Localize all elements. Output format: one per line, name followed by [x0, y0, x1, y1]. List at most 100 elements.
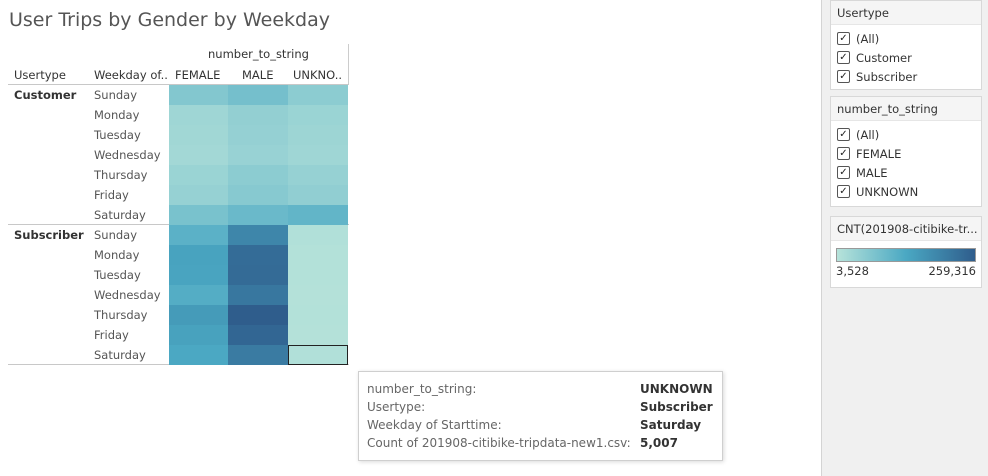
heatmap-cell[interactable]: [228, 205, 288, 225]
heatmap-cell[interactable]: [288, 245, 348, 265]
tooltip: number_to_string: UNKNOWN Usertype: Subscr…: [358, 371, 723, 461]
heatmap-cell[interactable]: [169, 305, 228, 325]
heatmap-cell[interactable]: [288, 305, 348, 325]
heatmap-cell[interactable]: [288, 105, 348, 125]
heatmap-cell[interactable]: [288, 285, 348, 305]
heatmap-cell[interactable]: [169, 325, 228, 345]
option-label: Customer: [856, 50, 912, 65]
header-divider: [348, 44, 349, 84]
heatmap-cell[interactable]: [288, 85, 348, 105]
heatmap-cell[interactable]: [288, 345, 348, 365]
checkbox-icon[interactable]: ✓: [837, 166, 850, 179]
heatmap-cell[interactable]: [228, 145, 288, 165]
option-label: Subscriber: [856, 69, 918, 84]
heatmap-cell[interactable]: [228, 285, 288, 305]
weekday-label: Thursday: [94, 168, 148, 182]
heatmap-cell[interactable]: [228, 245, 288, 265]
heatmap-cell[interactable]: [288, 165, 348, 185]
heatmap-cell[interactable]: [169, 265, 228, 285]
checkbox-icon[interactable]: ✓: [837, 32, 850, 45]
filter-option-customer[interactable]: ✓ Customer: [831, 48, 981, 67]
heatmap-cell[interactable]: [288, 145, 348, 165]
tooltip-key: Usertype:: [367, 400, 426, 414]
heatmap-cell[interactable]: [228, 305, 288, 325]
tooltip-row: number_to_string: UNKNOWN: [367, 382, 714, 400]
checkbox-icon[interactable]: ✓: [837, 128, 850, 141]
tooltip-value: Subscriber: [640, 400, 713, 414]
heatmap-cell[interactable]: [228, 105, 288, 125]
heatmap-cell[interactable]: [169, 105, 228, 125]
filter-option-unknown[interactable]: ✓ UNKNOWN: [831, 182, 981, 201]
filter-option-male[interactable]: ✓ MALE: [831, 163, 981, 182]
tooltip-row: Usertype: Subscriber: [367, 400, 714, 418]
filter-option-female[interactable]: ✓ FEMALE: [831, 144, 981, 163]
tooltip-key: Count of 201908-citibike-tripdata-new1.c…: [367, 436, 631, 450]
row-header-weekday[interactable]: Weekday of..: [94, 68, 168, 82]
heatmap-cell[interactable]: [169, 145, 228, 165]
heatmap-cell[interactable]: [169, 185, 228, 205]
checkbox-icon[interactable]: ✓: [837, 70, 850, 83]
heatmap-cell[interactable]: [169, 205, 228, 225]
heatmap-cell[interactable]: [228, 225, 288, 245]
option-label: FEMALE: [856, 146, 902, 161]
filter-card-usertype: Usertype ✓ (All) ✓ Customer ✓ Subscriber: [830, 0, 982, 90]
heatmap-cell[interactable]: [228, 345, 288, 365]
weekday-label: Monday: [94, 248, 140, 262]
group-label-customer: Customer: [14, 88, 77, 102]
tooltip-value: Saturday: [640, 418, 702, 432]
heatmap-cell[interactable]: [228, 165, 288, 185]
heatmap-cell[interactable]: [228, 185, 288, 205]
heatmap-cell[interactable]: [288, 125, 348, 145]
filter-title-usertype: Usertype: [831, 1, 981, 25]
group-label-subscriber: Subscriber: [14, 228, 84, 242]
heatmap-cell[interactable]: [169, 85, 228, 105]
checkbox-icon[interactable]: ✓: [837, 185, 850, 198]
heatmap-cell[interactable]: [228, 325, 288, 345]
tooltip-value: UNKNOWN: [640, 382, 713, 396]
weekday-label: Tuesday: [94, 268, 141, 282]
column-group-header: number_to_string: [208, 47, 309, 61]
heatmap-cell[interactable]: [169, 245, 228, 265]
weekday-label: Friday: [94, 328, 129, 342]
column-header-female[interactable]: FEMALE: [175, 68, 221, 82]
column-header-male[interactable]: MALE: [242, 68, 274, 82]
heatmap-cell[interactable]: [169, 165, 228, 185]
heatmap-cell[interactable]: [169, 285, 228, 305]
heatmap-cell[interactable]: [288, 225, 348, 245]
weekday-label: Saturday: [94, 348, 146, 362]
heatmap-cell[interactable]: [288, 185, 348, 205]
heatmap-cell[interactable]: [169, 125, 228, 145]
weekday-label: Thursday: [94, 308, 148, 322]
option-label: UNKNOWN: [856, 184, 919, 199]
weekday-label: Friday: [94, 188, 129, 202]
heatmap-cell[interactable]: [288, 205, 348, 225]
filter-card-gender: number_to_string ✓ (All) ✓ FEMALE ✓ MALE ✓ U…: [830, 96, 982, 207]
heatmap-cell[interactable]: [228, 125, 288, 145]
filter-option-all[interactable]: ✓ (All): [831, 29, 981, 48]
row-header-usertype[interactable]: Usertype: [14, 68, 66, 82]
heatmap-cell[interactable]: [169, 345, 228, 365]
legend-min-label: 3,528: [836, 264, 869, 278]
weekday-label: Saturday: [94, 208, 146, 222]
tooltip-row: Count of 201908-citibike-tripdata-new1.c…: [367, 436, 714, 454]
chart-title: User Trips by Gender by Weekday: [9, 9, 330, 31]
filter-title-gender: number_to_string: [831, 97, 981, 121]
sidebar: Usertype ✓ (All) ✓ Customer ✓ Subscriber nu…: [821, 0, 988, 476]
weekday-label: Monday: [94, 108, 140, 122]
weekday-label: Wednesday: [94, 148, 161, 162]
option-label: (All): [856, 127, 880, 142]
tooltip-value: 5,007: [640, 436, 678, 450]
heatmap-cell[interactable]: [228, 265, 288, 285]
checkbox-icon[interactable]: ✓: [837, 51, 850, 64]
filter-option-all[interactable]: ✓ (All): [831, 125, 981, 144]
weekday-label: Tuesday: [94, 128, 141, 142]
heatmap-cell[interactable]: [288, 325, 348, 345]
heatmap-cell[interactable]: [169, 225, 228, 245]
checkbox-icon[interactable]: ✓: [837, 147, 850, 160]
heatmap-cell[interactable]: [288, 265, 348, 285]
column-header-unknown[interactable]: UNKNO..: [293, 68, 343, 82]
heatmap-cell[interactable]: [228, 85, 288, 105]
tooltip-row: Weekday of Starttime: Saturday: [367, 418, 714, 436]
weekday-label: Sunday: [94, 88, 138, 102]
filter-option-subscriber[interactable]: ✓ Subscriber: [831, 67, 981, 86]
